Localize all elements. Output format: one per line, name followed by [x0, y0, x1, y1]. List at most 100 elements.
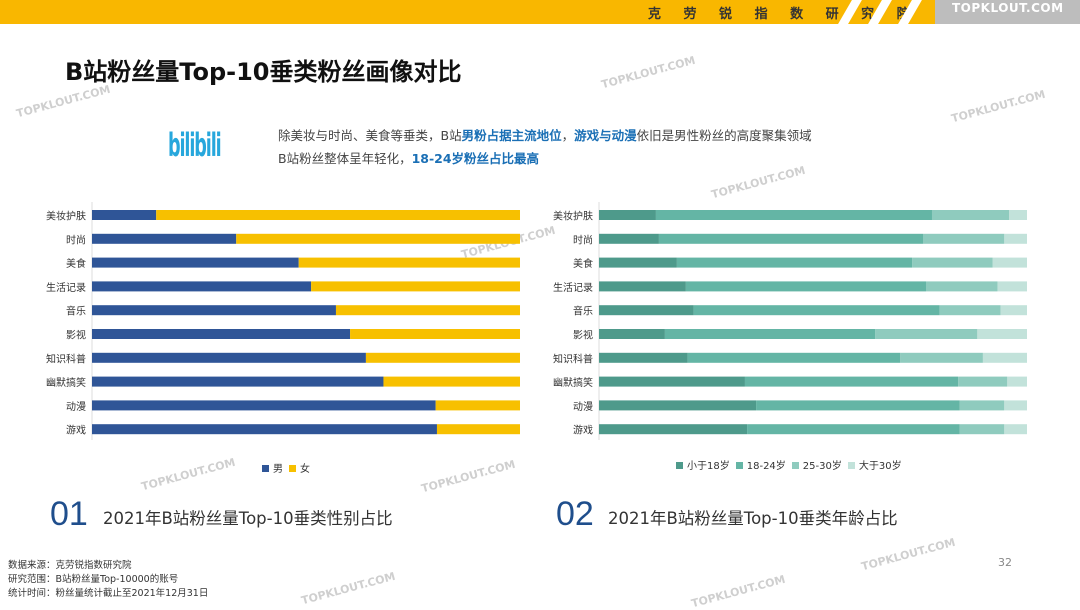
bar-segment-2 [335, 305, 520, 316]
watermark: TOPKLOUT.COM [859, 535, 957, 574]
chart-title: 2021年B站粉丝量Top-10垂类性别占比 [103, 509, 393, 528]
bar-segment-2 [365, 352, 520, 363]
bar-segment-4 [997, 281, 1027, 292]
category-label: 美妆护肤 [553, 210, 593, 223]
bar-segment-4 [1000, 305, 1027, 316]
bar-segment-2 [436, 424, 520, 435]
bar-segment-1 [599, 210, 656, 220]
bar-segment-3 [922, 233, 1005, 244]
bar-segment-1 [92, 329, 351, 339]
legend-label: 25-30岁 [802, 461, 842, 472]
bar-segment-1 [92, 352, 366, 363]
watermark: TOPKLOUT.COM [139, 455, 237, 494]
bar-segment-2 [756, 400, 960, 411]
desc-text: ， [561, 128, 575, 143]
legend-label: 小于18岁 [687, 461, 730, 472]
category-label: 生活记录 [46, 281, 86, 294]
bar-segment-1 [599, 352, 688, 363]
category-label: 时尚 [66, 233, 86, 246]
category-label: 知识科普 [553, 352, 593, 365]
bar-segment-2 [383, 376, 520, 387]
desc-text: B站粉丝整体呈年轻化， [278, 151, 412, 166]
category-label: 影视 [66, 329, 86, 342]
bar-segment-1 [599, 424, 748, 435]
header-bar: 克 劳 锐 指 数 研 究 院 TOPKLOUT.COM [0, 0, 1080, 24]
bar-segment-1 [599, 376, 745, 387]
bar-segment-2 [744, 376, 959, 387]
category-label: 音乐 [573, 305, 593, 318]
watermark: TOPKLOUT.COM [949, 87, 1047, 126]
age-legend: 小于18岁 18-24岁 25-30岁 大于30岁 [676, 457, 902, 472]
gender-chart: 美妆护肤时尚美食生活记录音乐影视知识科普幽默搞笑动漫游戏 [0, 200, 540, 449]
bar-segment-2 [676, 257, 913, 268]
bar-segment-4 [1004, 233, 1027, 244]
watermark: TOPKLOUT.COM [419, 457, 517, 496]
bar-segment-1 [599, 233, 659, 244]
category-label: 影视 [573, 329, 593, 342]
bar-segment-2 [298, 257, 520, 268]
bar-segment-2 [658, 233, 923, 244]
bar-segment-3 [959, 400, 1005, 411]
page-title: B站粉丝量Top-10垂类粉丝画像对比 [65, 58, 462, 86]
bar-segment-2 [311, 281, 520, 292]
bar-segment-3 [912, 257, 993, 268]
bar-segment-2 [236, 233, 520, 244]
category-label: 知识科普 [46, 352, 86, 365]
category-label: 游戏 [66, 424, 86, 437]
legend-label: 女 [300, 464, 310, 475]
legend-swatch [791, 462, 799, 469]
bar-segment-1 [92, 233, 237, 244]
bar-segment-1 [599, 400, 757, 411]
legend-item: 大于30岁 [847, 457, 902, 472]
legend-swatch [676, 462, 683, 469]
bar-segment-2 [687, 352, 901, 363]
desc-highlight: 游戏与动漫 [574, 128, 637, 143]
page-number: 32 [998, 556, 1012, 569]
legend-item: 女 [289, 460, 310, 475]
age-chart: 美妆护肤 时尚 美食 生活记录 音乐 影视 知识科普 幽默搞笑 动漫 游戏 [505, 200, 1045, 449]
category-label: 动漫 [66, 401, 86, 413]
research-scope: 研究范围：B站粉丝量Top-10000的账号 [8, 574, 179, 585]
bar-segment-1 [599, 329, 665, 339]
category-label: 美食 [66, 257, 86, 270]
bar-segment-1 [92, 305, 336, 316]
bar-segment-3 [900, 352, 983, 363]
category-label: 美妆护肤 [46, 210, 86, 223]
legend-item: 18-24岁 [735, 457, 786, 472]
bar-segment-2 [435, 400, 520, 411]
bar-segment-3 [939, 305, 1001, 316]
desc-text: 除美妆与时尚、美食等垂类，B站 [278, 128, 462, 143]
bar-segment-1 [92, 424, 437, 435]
bar-segment-2 [685, 281, 926, 292]
bar-segment-4 [992, 257, 1027, 268]
watermark: TOPKLOUT.COM [689, 572, 787, 610]
gender-legend: 男女 [262, 460, 310, 475]
bar-segment-4 [1007, 376, 1027, 387]
bar-segment-2 [664, 329, 876, 339]
bar-segment-2 [693, 305, 940, 316]
bar-segment-2 [747, 424, 960, 435]
legend-swatch [735, 462, 743, 469]
bilibili-logo: bilibili [168, 126, 222, 164]
chart-number: 02 [556, 495, 594, 533]
desc-highlight: 男粉占据主流地位 [461, 128, 562, 143]
category-label: 生活记录 [553, 281, 593, 294]
category-label: 动漫 [573, 401, 593, 413]
chart-number: 01 [50, 495, 88, 533]
bar-segment-3 [925, 281, 998, 292]
bar-segment-4 [982, 352, 1027, 363]
bar-segment-1 [599, 257, 677, 268]
bar-segment-1 [92, 210, 157, 220]
category-label: 幽默搞笑 [553, 376, 593, 389]
bar-segment-4 [977, 329, 1027, 339]
bar-segment-1 [599, 305, 694, 316]
category-label: 音乐 [66, 305, 86, 318]
category-label: 幽默搞笑 [46, 376, 86, 389]
watermark: TOPKLOUT.COM [299, 569, 397, 608]
watermark: TOPKLOUT.COM [14, 82, 112, 121]
bar-segment-1 [599, 281, 686, 292]
footer-notes: 数据来源：克劳锐指数研究院 研究范围：B站粉丝量Top-10000的账号 统计时… [8, 559, 208, 601]
bar-segment-3 [958, 376, 1008, 387]
legend-item: 25-30岁 [791, 457, 842, 472]
